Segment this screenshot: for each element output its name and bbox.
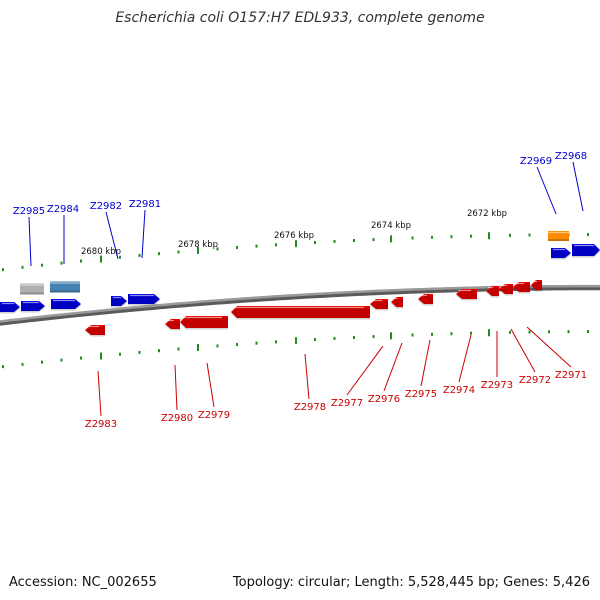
upper-tick-ruler bbox=[2, 232, 589, 272]
scale-label: 2680 kbp bbox=[81, 247, 121, 257]
reverse-gene-arrow bbox=[165, 319, 180, 331]
reverse-gene-label: Z2975 bbox=[405, 389, 437, 400]
reverse-gene-label: Z2971 bbox=[555, 370, 587, 381]
reverse-gene-arrow bbox=[180, 316, 228, 330]
map-title: Escherichia coli O157:H7 EDL933, complet… bbox=[115, 10, 485, 26]
reverse-gene-arrow bbox=[85, 325, 105, 337]
reverse-gene-label: Z2979 bbox=[198, 410, 230, 421]
leader-line bbox=[105, 211, 119, 260]
leader-line bbox=[304, 353, 310, 400]
forward-gene-label: Z2981 bbox=[129, 199, 161, 210]
forward-gene-arrow bbox=[551, 248, 571, 260]
leader-line bbox=[536, 166, 557, 215]
reverse-gene-arrow bbox=[418, 294, 433, 306]
reverse-gene-arrow bbox=[456, 289, 477, 301]
gene-features bbox=[0, 231, 600, 337]
reverse-gene-arrow bbox=[531, 280, 542, 292]
orange-feature-box bbox=[548, 231, 569, 241]
lower-tick-ruler bbox=[2, 329, 589, 369]
forward-gene-arrow bbox=[111, 296, 127, 308]
leader-line bbox=[572, 161, 584, 212]
forward-gene-arrow bbox=[0, 302, 20, 314]
genome-summary-text: Topology: circular; Length: 5,528,445 bp… bbox=[232, 575, 590, 590]
forward-gene-arrow bbox=[51, 299, 81, 311]
leader-line bbox=[458, 334, 472, 383]
reverse-gene-label: Z2977 bbox=[331, 398, 363, 409]
forward-gene-arrow bbox=[21, 301, 45, 313]
scale-label: 2676 kbp bbox=[274, 231, 314, 241]
reverse-gene-label: Z2973 bbox=[481, 380, 513, 391]
leader-line bbox=[28, 216, 32, 267]
forward-gene-label: Z2982 bbox=[90, 201, 122, 212]
forward-gene-label: Z2968 bbox=[555, 151, 587, 162]
reverse-gene-label: Z2980 bbox=[161, 413, 193, 424]
reverse-gene-label: Z2974 bbox=[443, 385, 475, 396]
leader-line bbox=[526, 326, 572, 368]
scale-label: 2678 kbp bbox=[178, 240, 218, 250]
gene-labels: Z2985 Z2984 Z2982 Z2981 Z2969 Z2968 Z2983 Z2980… bbox=[13, 151, 587, 430]
label-leader-lines bbox=[28, 161, 584, 417]
forward-gene-label: Z2969 bbox=[520, 156, 552, 167]
leader-line bbox=[141, 209, 146, 259]
scale-label: 2672 kbp bbox=[467, 209, 507, 219]
leader-line bbox=[510, 328, 536, 373]
forward-gene-arrow bbox=[128, 294, 160, 306]
reverse-gene-label: Z2972 bbox=[519, 375, 551, 386]
scale-labels: 2680 kbp 2678 kbp 2676 kbp 2674 kbp 2672 kbp bbox=[81, 209, 507, 257]
leader-line bbox=[346, 345, 384, 396]
reverse-gene-label: Z2976 bbox=[368, 394, 400, 405]
reverse-gene-arrow bbox=[513, 282, 530, 294]
grey-feature-box bbox=[20, 283, 44, 295]
accession-text: Accession: NC_002655 bbox=[9, 575, 157, 590]
forward-gene-label: Z2984 bbox=[47, 204, 79, 215]
reverse-gene-arrow bbox=[391, 297, 403, 309]
reverse-gene-arrow bbox=[499, 284, 513, 296]
leader-line bbox=[420, 339, 431, 387]
reverse-gene-arrow bbox=[486, 286, 499, 298]
reverse-gene-label: Z2978 bbox=[294, 402, 326, 413]
scale-label: 2674 kbp bbox=[371, 221, 411, 231]
reverse-gene-arrow bbox=[231, 306, 370, 320]
forward-gene-label: Z2985 bbox=[13, 206, 45, 217]
leader-line bbox=[174, 364, 178, 411]
reverse-gene-arrow bbox=[370, 299, 388, 311]
leader-line bbox=[206, 362, 215, 408]
steelblue-feature-box bbox=[50, 281, 80, 293]
forward-gene-arrow bbox=[572, 244, 600, 258]
reverse-gene-label: Z2983 bbox=[85, 419, 117, 430]
leader-line bbox=[97, 370, 102, 417]
leader-line bbox=[383, 342, 403, 392]
